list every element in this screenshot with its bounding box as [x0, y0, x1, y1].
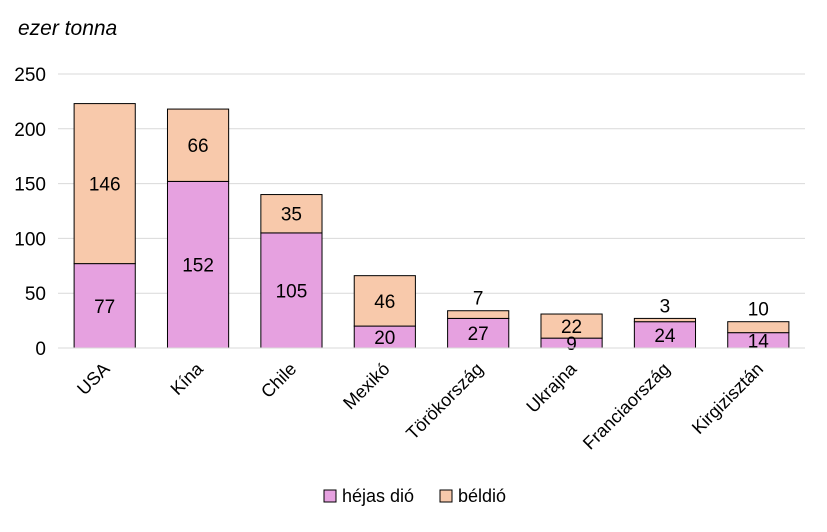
x-tick-label: Kína — [167, 358, 208, 399]
data-label: 66 — [187, 136, 208, 157]
data-label: 10 — [748, 300, 769, 321]
data-label: 77 — [94, 297, 115, 318]
bar-segment — [166, 180, 230, 349]
x-tick-label: Mexikó — [339, 359, 393, 413]
data-label: 24 — [654, 326, 676, 347]
bar-segment — [166, 108, 230, 182]
x-tick-label: Franciaország — [579, 359, 674, 454]
legend-label: béldió — [458, 486, 506, 506]
y-axis-title: ezer tonna — [18, 17, 117, 40]
legend-swatch — [439, 489, 453, 503]
x-tick-label: Chile — [257, 359, 300, 402]
legend: héjas dió béldió — [323, 486, 506, 506]
bar-segment — [447, 310, 510, 319]
y-tick-label: 0 — [35, 339, 46, 360]
legend-swatch — [323, 489, 337, 503]
y-tick-label: 250 — [14, 65, 46, 86]
y-tick-label: 100 — [14, 229, 46, 250]
bar-segment — [727, 321, 790, 334]
data-label: 46 — [374, 292, 395, 313]
bar-segment — [73, 103, 136, 265]
x-tick-label: Törökország — [402, 359, 487, 444]
legend-label: héjas dió — [342, 486, 414, 506]
data-label: 152 — [182, 256, 214, 277]
y-tick-label: 200 — [14, 120, 46, 141]
bars — [73, 103, 790, 349]
y-axis-ticks: 0 50 100 150 200 250 — [14, 65, 46, 360]
data-label: 7 — [473, 289, 484, 310]
bar-segment — [353, 275, 416, 327]
data-label: 27 — [468, 324, 489, 345]
data-label: 146 — [89, 175, 121, 196]
bar-segment — [447, 317, 510, 349]
bar-segment — [260, 194, 323, 234]
data-label: 3 — [660, 296, 671, 317]
bar-segment — [633, 317, 697, 323]
bar-segment — [540, 313, 603, 339]
data-label: 105 — [276, 281, 308, 302]
data-label: 14 — [748, 331, 770, 352]
data-label: 35 — [281, 205, 302, 226]
data-labels: 77 146 152 66 105 35 20 46 27 7 922 24 3 14 10 — [89, 136, 769, 355]
bar-segment — [260, 232, 323, 349]
x-tick-label: Kirgizisztán — [688, 359, 767, 438]
x-tick-label: USA — [73, 359, 113, 399]
x-tick-label: Ukrajna — [522, 358, 581, 417]
data-label: 9 — [566, 334, 577, 355]
data-label: 20 — [374, 328, 395, 349]
data-label: 22 — [561, 317, 582, 338]
x-axis: USA Kína Chile Mexikó Törökország UkrajnaFran… — [58, 347, 805, 454]
y-tick-label: 50 — [25, 284, 46, 305]
y-tick-label: 150 — [14, 175, 46, 196]
